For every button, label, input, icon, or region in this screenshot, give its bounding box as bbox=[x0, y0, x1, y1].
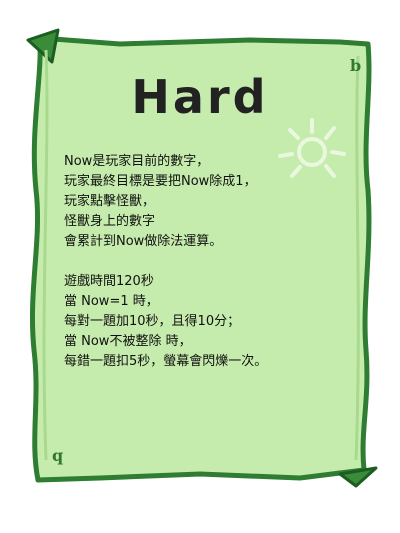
rule-line: 會累計到Now做除法運算。 bbox=[64, 234, 223, 249]
left-shade bbox=[42, 49, 49, 461]
rule-line: 每對一題加10秒，且得10分； bbox=[64, 314, 241, 329]
rule-line: 怪獸身上的數字 bbox=[64, 214, 156, 229]
corner-mark-bottom-left: q bbox=[52, 446, 64, 465]
rule-line: 當 Now=1 時， bbox=[64, 294, 159, 309]
rule-line: 當 Now不被整除 時， bbox=[64, 334, 192, 349]
difficulty-title: Hard bbox=[131, 70, 269, 124]
rule-line: 玩家點擊怪獸， bbox=[64, 194, 156, 209]
rule-line: 遊戲時間120秒 bbox=[64, 274, 154, 289]
rule-line: 玩家最終目標是要把Now除成1， bbox=[64, 174, 257, 189]
top-left-curl bbox=[26, 28, 60, 64]
sun-doodle-icon bbox=[278, 118, 346, 178]
rule-line: Now是玩家目前的數字， bbox=[64, 154, 210, 169]
rule-gap bbox=[64, 252, 364, 272]
bottom-right-curl bbox=[338, 466, 378, 488]
rules-text: Now是玩家目前的數字， 玩家最終目標是要把Now除成1， 玩家點擊怪獸， 怪獸… bbox=[64, 152, 364, 372]
rule-line: 每錯一題扣5秒，螢幕會閃爍一次。 bbox=[64, 354, 268, 369]
right-shade bbox=[354, 55, 360, 461]
corner-mark-top-right: b bbox=[350, 56, 362, 75]
